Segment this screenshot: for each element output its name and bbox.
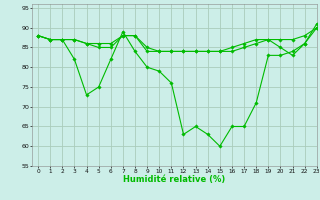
X-axis label: Humidité relative (%): Humidité relative (%) xyxy=(123,175,226,184)
